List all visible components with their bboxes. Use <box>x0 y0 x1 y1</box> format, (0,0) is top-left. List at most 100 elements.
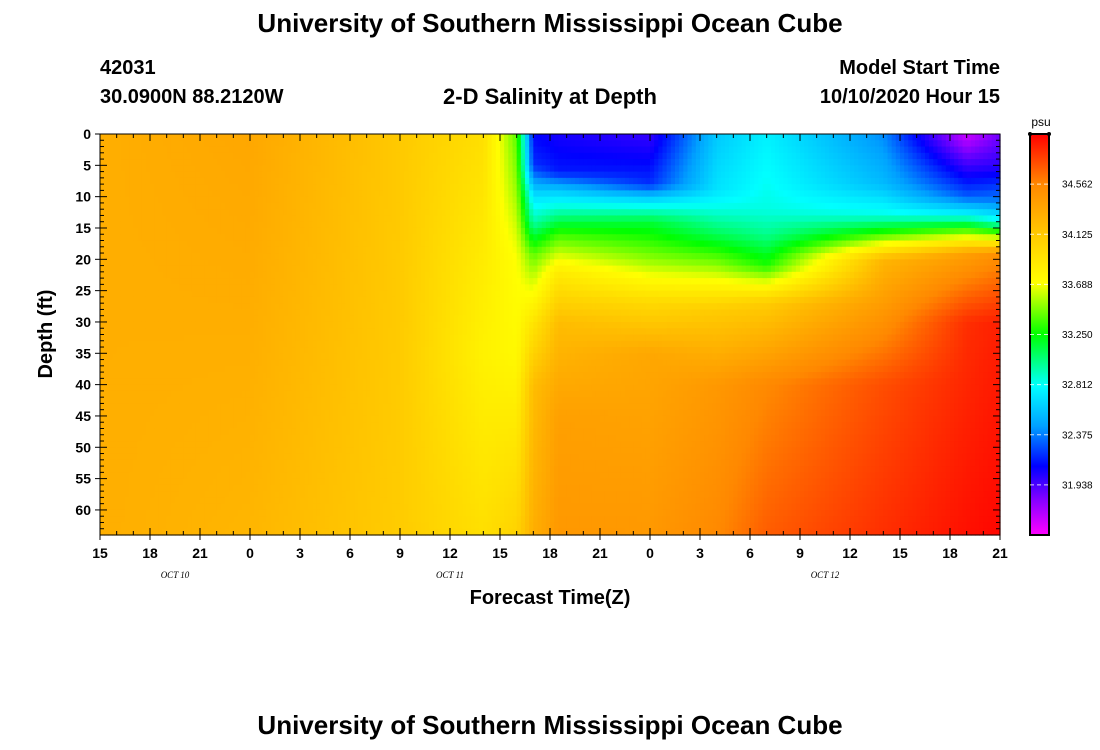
heatmap-cell <box>408 434 414 442</box>
heatmap-cell <box>183 528 189 536</box>
heatmap-cell <box>258 196 264 204</box>
heatmap-cell <box>370 491 376 499</box>
heatmap-cell <box>333 259 339 267</box>
heatmap-cell <box>212 484 218 492</box>
heatmap-cell <box>154 171 159 179</box>
heatmap-cell <box>412 278 418 285</box>
heatmap-cell <box>229 441 234 448</box>
heatmap-cell <box>179 246 184 254</box>
heatmap-cell <box>400 503 405 511</box>
heatmap-cell <box>179 484 184 492</box>
heatmap-cell <box>375 415 380 423</box>
heatmap-cell <box>362 340 368 348</box>
heatmap-cell <box>366 165 372 173</box>
heatmap-cell <box>104 528 109 536</box>
heatmap-cell <box>204 334 209 342</box>
heatmap-cell <box>150 134 155 141</box>
heatmap-cell <box>300 428 305 436</box>
heatmap-cell <box>354 296 359 304</box>
heatmap-cell <box>208 359 214 367</box>
heatmap-cell <box>195 177 201 185</box>
heatmap-cell <box>354 246 359 254</box>
heatmap-cell <box>304 265 309 273</box>
heatmap-cell <box>345 365 351 373</box>
heatmap-cell <box>345 434 351 442</box>
heatmap-cell <box>408 202 414 210</box>
heatmap-cell <box>325 278 330 285</box>
heatmap-cell <box>204 234 209 242</box>
heatmap-cell <box>116 284 122 292</box>
heatmap-cell <box>337 353 343 361</box>
heatmap-cell <box>241 234 247 242</box>
heatmap-cell <box>116 522 122 530</box>
heatmap-cell <box>175 278 180 285</box>
heatmap-cell <box>150 503 155 511</box>
heatmap-cell <box>179 290 184 298</box>
heatmap-cell <box>116 472 122 480</box>
heatmap-cell <box>379 409 384 417</box>
heatmap-cell <box>320 146 326 154</box>
heatmap-cell <box>308 152 314 160</box>
heatmap-cell <box>395 165 401 173</box>
heatmap-cell <box>204 441 209 448</box>
heatmap-cell <box>133 328 139 336</box>
heatmap-cell <box>287 234 293 242</box>
heatmap-cell <box>195 403 201 411</box>
heatmap-cell <box>362 372 368 379</box>
heatmap-cell <box>354 403 359 411</box>
heatmap-cell <box>366 384 372 392</box>
heatmap-cell <box>337 378 343 386</box>
heatmap-cell <box>379 284 384 292</box>
heatmap-cell <box>345 347 351 354</box>
heatmap-cell <box>212 522 218 530</box>
heatmap-cell <box>216 441 222 448</box>
heatmap-cell <box>104 284 109 292</box>
heatmap-cell <box>320 290 326 298</box>
heatmap-cell <box>370 397 376 405</box>
heatmap-cell <box>191 403 197 411</box>
heatmap-cell <box>291 202 297 210</box>
heatmap-cell <box>141 202 147 210</box>
heatmap-cell <box>250 259 255 267</box>
heatmap-cell <box>391 409 397 417</box>
heatmap-cell <box>275 365 280 373</box>
heatmap-cell <box>250 384 255 392</box>
heatmap-cell <box>350 184 355 191</box>
heatmap-cell <box>345 503 351 511</box>
heatmap-cell <box>233 509 239 517</box>
heatmap-cell <box>187 140 193 148</box>
heatmap-cell <box>129 466 134 473</box>
heatmap-cell <box>229 259 234 267</box>
heatmap-cell <box>237 359 243 367</box>
heatmap-cell <box>229 415 234 423</box>
heatmap-cell <box>220 171 226 179</box>
heatmap-cell <box>204 390 209 398</box>
heatmap-cell <box>150 209 155 217</box>
heatmap-cell <box>400 365 405 373</box>
heatmap-cell <box>387 453 393 461</box>
heatmap-cell <box>350 146 355 154</box>
heatmap-cell <box>208 497 214 505</box>
heatmap-cell <box>350 177 355 185</box>
heatmap-cell <box>345 234 351 242</box>
heatmap-cell <box>400 146 405 154</box>
heatmap-cell <box>358 522 364 530</box>
heatmap-cell <box>304 347 309 354</box>
heatmap-cell <box>345 271 351 279</box>
heatmap-cell <box>112 234 118 242</box>
heatmap-cell <box>379 397 384 405</box>
heatmap-cell <box>350 353 355 361</box>
heatmap-cell <box>341 328 347 336</box>
heatmap-cell <box>116 303 122 311</box>
heatmap-cell <box>320 497 326 505</box>
heatmap-cell <box>179 384 184 392</box>
heatmap-cell <box>233 196 239 204</box>
heatmap-cell <box>350 221 355 229</box>
heatmap-cell <box>129 453 134 461</box>
heatmap-cell <box>237 315 243 323</box>
heatmap-cell <box>229 165 234 173</box>
heatmap-cell <box>179 265 184 273</box>
heatmap-cell <box>245 296 251 304</box>
heatmap-cell <box>345 384 351 392</box>
heatmap-cell <box>275 484 280 492</box>
